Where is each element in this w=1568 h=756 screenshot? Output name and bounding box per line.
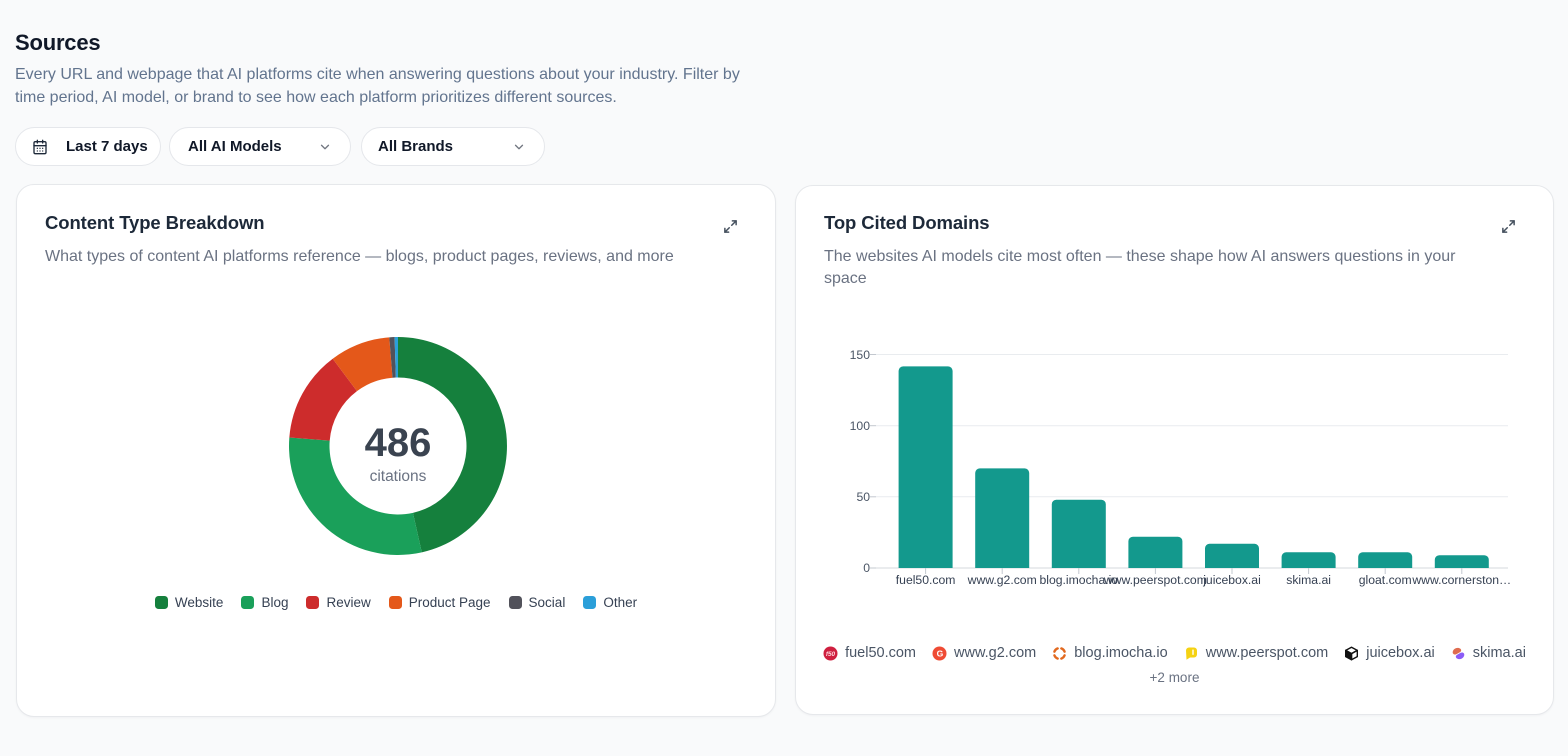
svg-text:G: G (937, 648, 944, 658)
svg-text:f50: f50 (826, 651, 836, 658)
